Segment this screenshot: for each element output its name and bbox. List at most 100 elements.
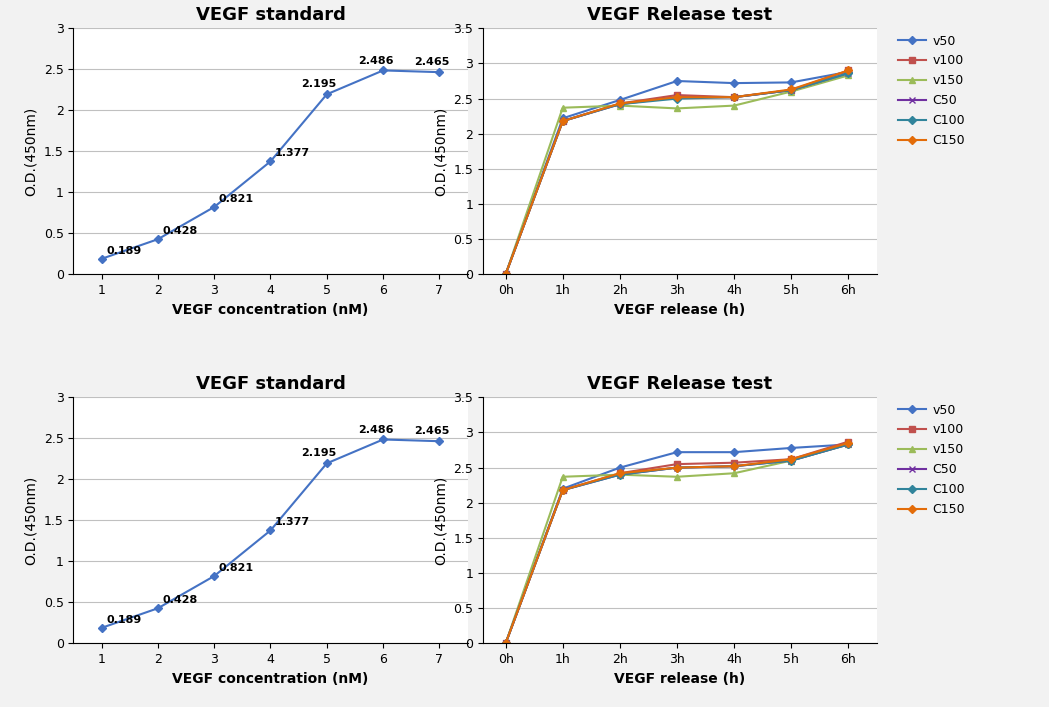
C50: [728, 462, 741, 470]
X-axis label: VEGF release (h): VEGF release (h): [615, 303, 746, 317]
Line: v100: v100: [502, 68, 851, 277]
Text: 2.195: 2.195: [301, 79, 337, 89]
C50: [670, 93, 683, 101]
v150: [614, 101, 626, 110]
C100: [728, 462, 741, 470]
v150: [556, 103, 569, 112]
v50: [499, 639, 512, 648]
C50: [785, 456, 797, 464]
v150: [785, 456, 797, 464]
C50: [499, 639, 512, 648]
Title: VEGF Release test: VEGF Release test: [587, 6, 772, 24]
Legend: v50, v100, v150, C50, C100, C150: v50, v100, v150, C50, C100, C150: [898, 35, 965, 147]
Line: C50: C50: [502, 71, 851, 277]
Line: C150: C150: [502, 68, 851, 277]
Line: v50: v50: [502, 69, 851, 277]
Text: 0.821: 0.821: [218, 194, 254, 204]
X-axis label: VEGF concentration (nM): VEGF concentration (nM): [172, 303, 368, 317]
C50: [842, 440, 855, 449]
Line: C150: C150: [502, 440, 851, 646]
v150: [670, 104, 683, 112]
v50: [670, 448, 683, 457]
Text: 1.377: 1.377: [275, 148, 311, 158]
C100: [842, 69, 855, 78]
v100: [785, 86, 797, 94]
C100: [614, 470, 626, 479]
v150: [614, 470, 626, 479]
C50: [670, 463, 683, 472]
v100: [842, 66, 855, 75]
v50: [728, 448, 741, 457]
v150: [728, 469, 741, 477]
C150: [614, 469, 626, 477]
v150: [556, 472, 569, 481]
C50: [785, 86, 797, 94]
v150: [728, 101, 741, 110]
C50: [614, 100, 626, 108]
C150: [842, 439, 855, 448]
C100: [556, 486, 569, 494]
C100: [785, 456, 797, 464]
C150: [842, 66, 855, 75]
C50: [556, 486, 569, 494]
C100: [614, 100, 626, 108]
C150: [670, 93, 683, 101]
Text: 0.189: 0.189: [106, 245, 142, 255]
C150: [785, 455, 797, 463]
v100: [670, 460, 683, 468]
Line: v50: v50: [502, 442, 851, 646]
C150: [728, 462, 741, 470]
v50: [614, 463, 626, 472]
Text: 0.821: 0.821: [218, 563, 254, 573]
Y-axis label: O.D.(450nm): O.D.(450nm): [24, 476, 38, 565]
Text: 2.465: 2.465: [414, 426, 449, 436]
C150: [556, 486, 569, 494]
v100: [614, 469, 626, 477]
C100: [728, 93, 741, 101]
v50: [785, 444, 797, 452]
Line: C100: C100: [502, 442, 851, 646]
C100: [842, 440, 855, 449]
Text: 0.428: 0.428: [163, 595, 197, 605]
C150: [614, 99, 626, 107]
v50: [556, 114, 569, 122]
v100: [670, 90, 683, 99]
v50: [842, 68, 855, 76]
C100: [670, 94, 683, 103]
Y-axis label: O.D.(450nm): O.D.(450nm): [433, 107, 448, 196]
Text: 2.195: 2.195: [301, 448, 337, 458]
C100: [499, 639, 512, 648]
v100: [785, 455, 797, 463]
C50: [842, 69, 855, 78]
v150: [842, 71, 855, 80]
Title: VEGF Release test: VEGF Release test: [587, 375, 772, 393]
Text: 2.486: 2.486: [358, 425, 393, 435]
C50: [614, 470, 626, 479]
C50: [499, 270, 512, 279]
Text: 1.377: 1.377: [275, 517, 311, 527]
C100: [785, 86, 797, 94]
C150: [556, 117, 569, 125]
v150: [670, 472, 683, 481]
v100: [614, 99, 626, 107]
Title: VEGF standard: VEGF standard: [195, 6, 345, 24]
Y-axis label: O.D.(450nm): O.D.(450nm): [433, 476, 448, 565]
v150: [785, 87, 797, 95]
v100: [728, 458, 741, 467]
Line: v150: v150: [502, 442, 851, 646]
Y-axis label: O.D.(450nm): O.D.(450nm): [24, 107, 38, 196]
v150: [499, 639, 512, 648]
X-axis label: VEGF release (h): VEGF release (h): [615, 672, 746, 686]
Text: 2.465: 2.465: [414, 57, 449, 67]
X-axis label: VEGF concentration (nM): VEGF concentration (nM): [172, 672, 368, 686]
C100: [670, 463, 683, 472]
C150: [499, 270, 512, 279]
Text: 0.189: 0.189: [106, 614, 142, 624]
Text: 2.486: 2.486: [358, 56, 393, 66]
v100: [556, 117, 569, 125]
C100: [556, 117, 569, 125]
v50: [785, 78, 797, 87]
C150: [670, 463, 683, 472]
v50: [499, 270, 512, 279]
C150: [728, 93, 741, 101]
